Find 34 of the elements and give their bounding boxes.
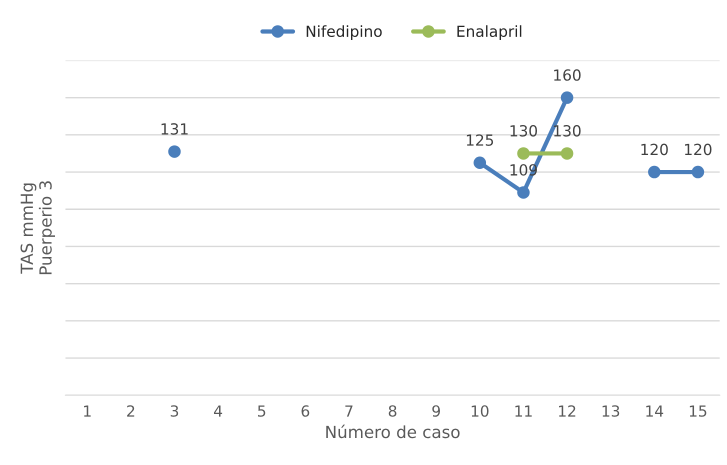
point bbox=[474, 156, 486, 169]
data-label: 120 bbox=[641, 144, 668, 156]
data-label: 130 bbox=[510, 125, 538, 137]
x-tick-label: 8 bbox=[388, 405, 396, 417]
legend-label: Enalapril bbox=[457, 25, 522, 40]
x-tick-label: 12 bbox=[559, 405, 576, 417]
x-tick-label: 2 bbox=[127, 405, 134, 417]
point bbox=[560, 147, 574, 160]
point bbox=[517, 186, 530, 199]
data-label: 130 bbox=[554, 125, 581, 137]
x-tick-label: 9 bbox=[432, 405, 440, 417]
x-tick-label: 6 bbox=[302, 405, 310, 417]
x-tick-label: 14 bbox=[646, 405, 664, 417]
x-tick-label: 11 bbox=[515, 405, 532, 417]
legend-label: Nifedipino bbox=[306, 25, 382, 40]
data-label: 131 bbox=[162, 123, 188, 135]
x-tick-label: 4 bbox=[214, 405, 222, 417]
data-label: 120 bbox=[685, 144, 712, 156]
x-tick-label: 3 bbox=[170, 405, 178, 417]
x-tick-label: 7 bbox=[345, 405, 353, 417]
x-tick-label: 10 bbox=[472, 405, 489, 417]
point bbox=[648, 166, 661, 178]
x-tick-label: 1 bbox=[84, 405, 91, 417]
point bbox=[517, 147, 530, 160]
point bbox=[168, 145, 181, 158]
data-label: 160 bbox=[554, 69, 581, 81]
x-tick-label: 15 bbox=[690, 405, 706, 417]
x-tick-label: 5 bbox=[258, 405, 266, 417]
data-label: 125 bbox=[466, 134, 494, 146]
point bbox=[560, 91, 574, 104]
x-tick-label: 13 bbox=[602, 405, 620, 417]
y-axis-title: TAS mmHg Puerperio 3 bbox=[20, 181, 56, 274]
x-axis-title: Número de caso bbox=[326, 424, 460, 438]
point bbox=[692, 166, 704, 178]
